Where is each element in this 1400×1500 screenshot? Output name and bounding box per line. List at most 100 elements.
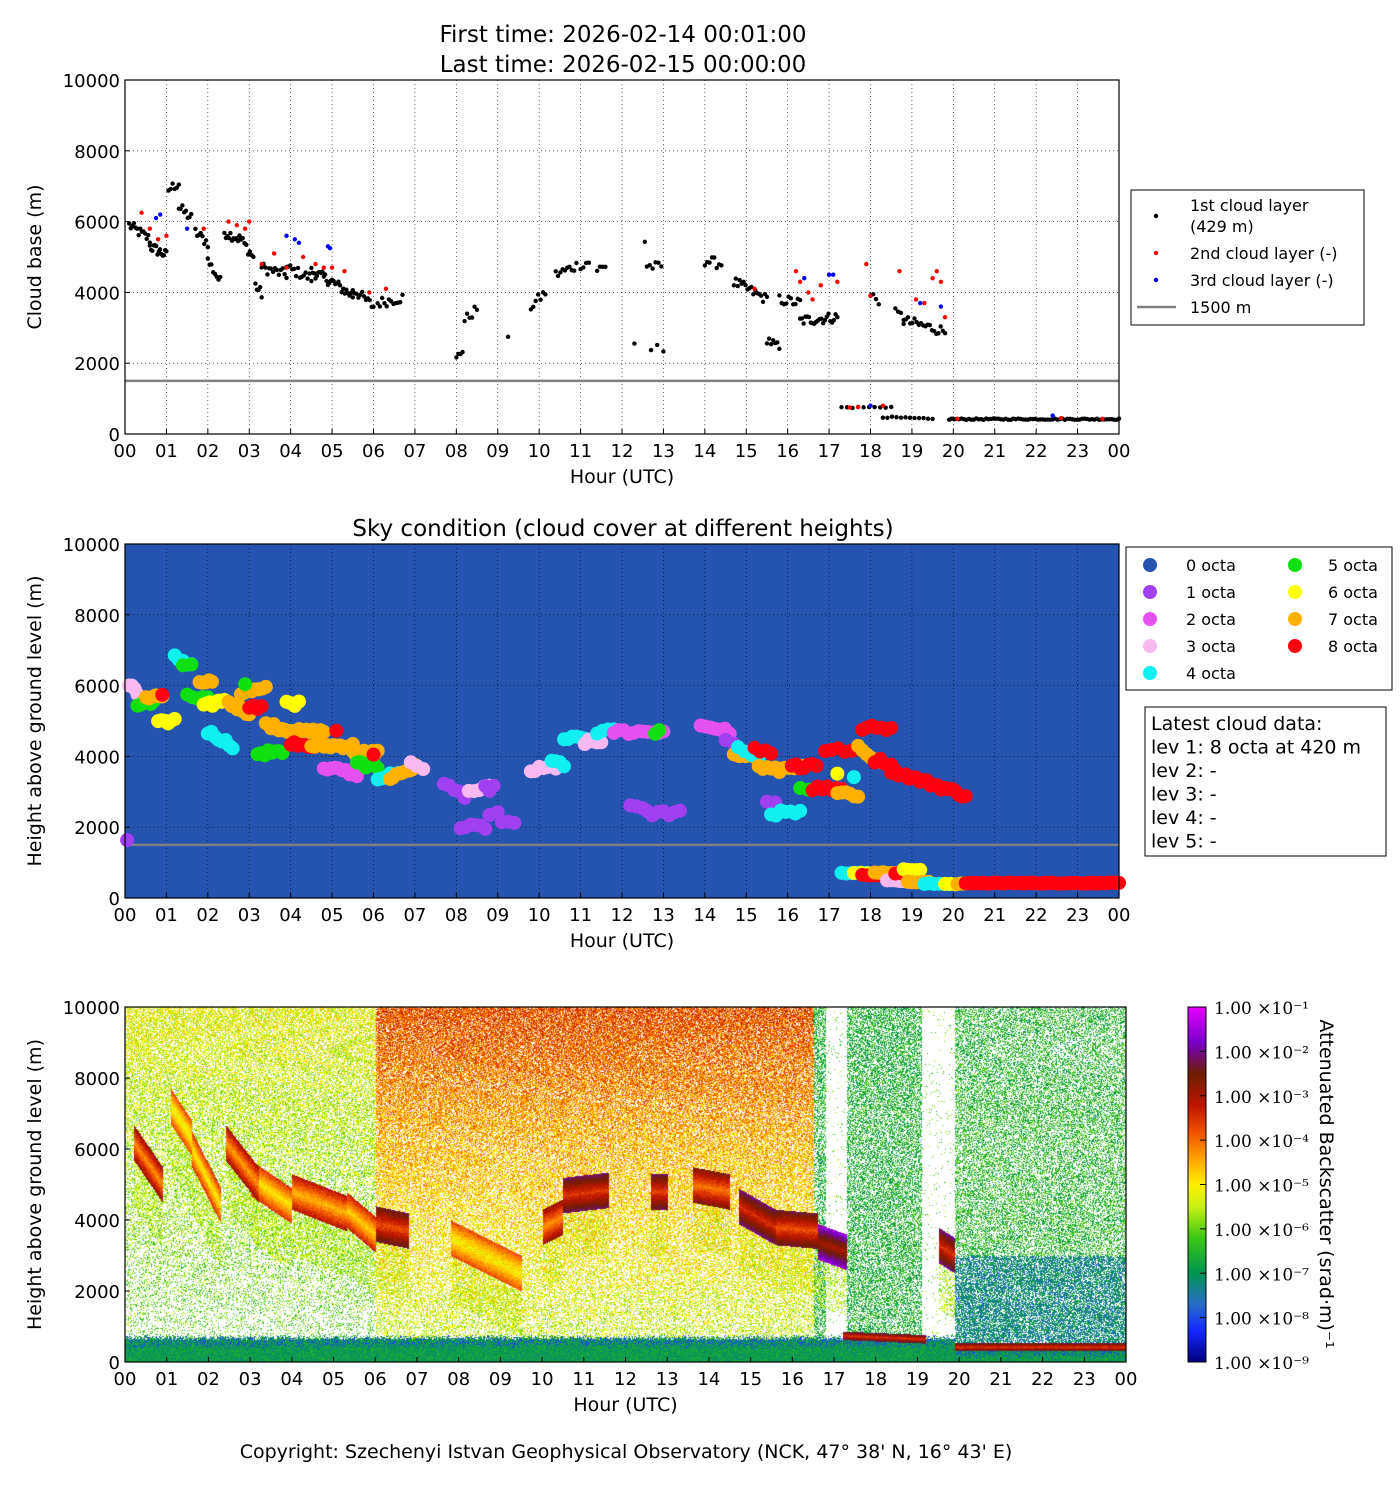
legend-marker-layer2 — [1153, 250, 1159, 256]
x-tick-label: 00 — [114, 441, 137, 462]
layer1-point — [270, 269, 276, 275]
x-tick-label: 09 — [489, 1369, 512, 1390]
x-tick-label: 05 — [321, 905, 344, 926]
x-tick-label: 12 — [614, 1369, 637, 1390]
layer1-point — [760, 299, 766, 304]
layer2-point — [913, 297, 919, 302]
colorbar-label: Attenuated Backscatter (srad·m)⁻¹ — [1315, 1019, 1337, 1348]
colorbar-tick-label: 1.00 ×10⁻⁵ — [1214, 1177, 1309, 1197]
layer1-point — [574, 260, 579, 266]
layer1-point — [880, 415, 886, 420]
layer1-point — [269, 266, 274, 271]
y-tick-label: 2000 — [74, 354, 120, 375]
x-tick-label: 16 — [781, 1369, 804, 1390]
layer2-point — [934, 268, 939, 274]
layer1-point — [543, 292, 548, 297]
layer1-point — [876, 302, 881, 307]
layer1-point — [822, 318, 828, 323]
x-tick-label: 21 — [983, 905, 1006, 926]
layer1-point — [126, 221, 132, 226]
x-tick-label: 02 — [197, 1369, 220, 1390]
layer1-point — [731, 283, 737, 288]
sky-condition-title: Sky condition (cloud cover at different … — [352, 516, 893, 542]
y-tick-label: 6000 — [74, 213, 120, 234]
layer1-point — [265, 272, 270, 277]
legend-label: 8 octa — [1328, 637, 1378, 656]
layer1-point — [284, 275, 289, 281]
legend-label: 1 octa — [1186, 583, 1236, 602]
x-tick-label: 06 — [364, 1369, 387, 1390]
x-tick-label: 12 — [611, 905, 634, 926]
layer1-point — [164, 249, 169, 254]
layer3-point — [153, 215, 159, 221]
layer2-point — [284, 265, 289, 270]
y-axis-label: Height above ground level (m) — [24, 1039, 46, 1330]
layer1-point — [893, 306, 898, 311]
layer1-point — [311, 271, 317, 276]
layer1-point — [218, 274, 223, 280]
layer2-point — [329, 265, 335, 270]
layer3-point — [1050, 413, 1055, 418]
layer1-point — [131, 220, 137, 226]
layer1-point — [702, 263, 708, 268]
layer1-point — [586, 260, 592, 265]
layer1-point — [594, 268, 600, 274]
layer1-point — [178, 206, 183, 212]
y-tick-label: 10000 — [63, 535, 120, 556]
layer1-point — [134, 226, 140, 231]
x-tick-label: 05 — [321, 441, 344, 462]
layer1-point — [282, 272, 287, 277]
layer1-point — [712, 255, 717, 260]
layer1-point — [464, 311, 470, 316]
layer1-point — [907, 415, 913, 420]
x-axis-label: Hour (UTC) — [570, 930, 674, 952]
layer1-point — [247, 249, 253, 254]
layer2-point — [383, 286, 389, 292]
layer3-point — [938, 304, 944, 309]
x-tick-label: 00 — [1108, 441, 1131, 462]
layer1-point — [719, 263, 724, 268]
layer1-point — [581, 265, 586, 270]
y-tick-label: 4000 — [74, 747, 120, 768]
layer1-point — [925, 416, 931, 421]
layer1-point — [743, 282, 748, 288]
x-tick-label: 22 — [1025, 905, 1048, 926]
layer1-point — [555, 273, 561, 279]
octa-1-point — [672, 803, 687, 818]
layer1-point — [336, 279, 341, 284]
y-tick-label: 0 — [109, 889, 120, 910]
layer1-point — [350, 295, 355, 300]
layer1-point — [295, 265, 301, 271]
layer1-point — [314, 273, 320, 279]
legend-marker-octa-2 — [1143, 612, 1157, 626]
y-tick-label: 6000 — [74, 677, 120, 698]
legend-marker-octa-5 — [1288, 558, 1302, 572]
x-tick-label: 07 — [403, 441, 426, 462]
layer3-point — [327, 245, 333, 251]
y-tick-label: 0 — [109, 1353, 120, 1374]
x-tick-label: 14 — [693, 905, 716, 926]
legend-marker-octa-0 — [1143, 558, 1157, 572]
layer2-point — [147, 226, 153, 231]
x-tick-label: 01 — [155, 1369, 178, 1390]
layer1-point — [775, 340, 780, 345]
layer1-point — [741, 279, 746, 284]
colorbar-tick-label: 1.00 ×10⁻¹ — [1214, 999, 1309, 1019]
layer2-point — [930, 276, 935, 281]
legend-marker-layer1 — [1153, 213, 1159, 219]
layer1-point — [930, 416, 935, 422]
x-axis-label: Hour (UTC) — [573, 1394, 677, 1416]
x-tick-label: 06 — [362, 441, 385, 462]
x-tick-label: 18 — [859, 905, 882, 926]
x-tick-label: 23 — [1066, 441, 1089, 462]
layer1-point — [309, 278, 314, 284]
x-axis-label: Hour (UTC) — [570, 466, 674, 488]
layer1-point — [655, 342, 660, 348]
latest-cloud-data-box — [1144, 706, 1387, 857]
legend-marker-octa-8 — [1288, 639, 1302, 653]
octa-4-point — [793, 803, 808, 818]
header-first-time: First time: 2026-02-14 00:01:00 — [439, 22, 806, 48]
layer1-point — [454, 355, 459, 360]
layer2-point — [880, 403, 886, 408]
